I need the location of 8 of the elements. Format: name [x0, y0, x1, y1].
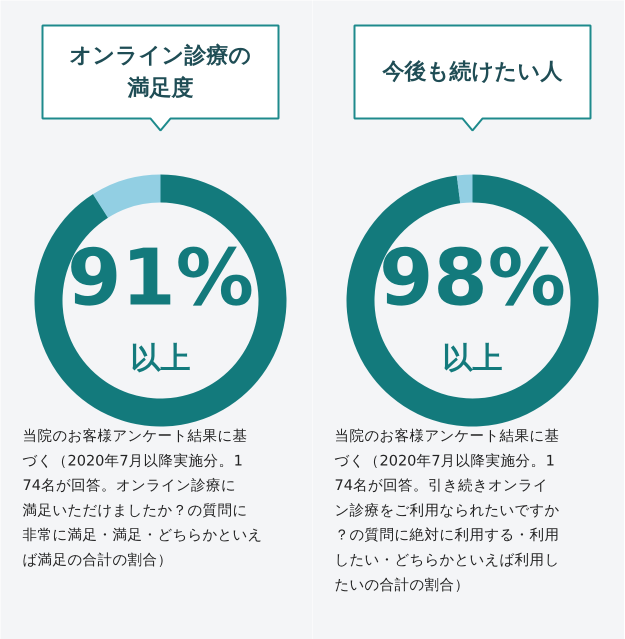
chart-title: 今後も続けたい人 — [382, 60, 564, 84]
data-label: 91% — [67, 234, 254, 324]
data-label: 98% — [379, 234, 566, 324]
text: 当院のお客様アンケート結果に基づく（2020年7月以降実施分。174名が回答。オンライン診療に満足いただけましたか？の質問に非常に満足・満足・どちらかといえば満足の合計の割合） — [22, 428, 262, 568]
text: 以上 — [442, 341, 502, 376]
text: 当院のお客様アンケート結果に基づく（2020年7月以降実施分。174名が回答。引き続きオンライン診療をご利用なられたいですか？の質問に絶対に利用する・利用したい・どちらかといえば利用したいの合計の割合） — [334, 428, 560, 594]
text: 以上 — [130, 341, 190, 376]
chart-title: オンライン診療の満足度 — [70, 42, 252, 101]
